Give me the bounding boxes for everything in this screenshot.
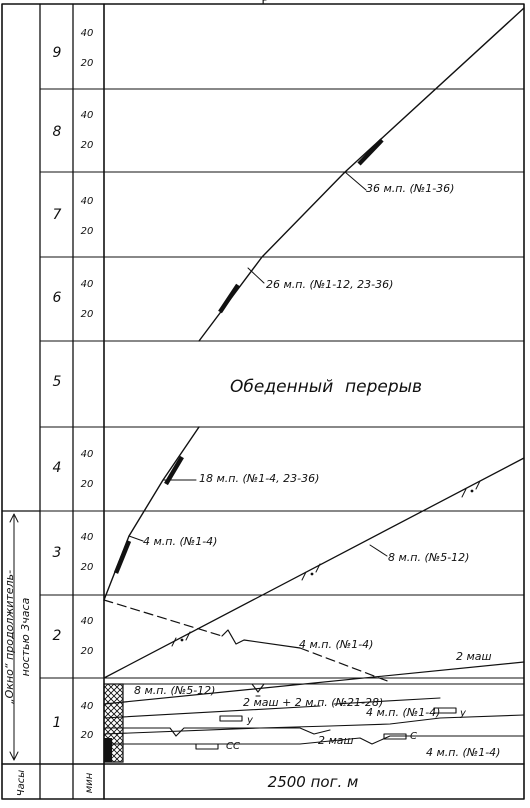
diagonal-tick	[475, 480, 481, 490]
label-2mash-b: 2 маш	[318, 734, 354, 747]
lunch-break-word-1: Обеденный	[230, 377, 333, 397]
hour-label: 8	[53, 124, 62, 140]
combo-line	[103, 697, 441, 719]
label-combo: 2 маш + 2 м.п. (№21-28)	[243, 696, 383, 709]
minute-tick-20: 20	[81, 730, 94, 741]
hour-label: 4	[53, 460, 62, 476]
label-36mp: 36 м.п. (№1-36)	[366, 182, 454, 195]
diagonal-dot	[470, 489, 474, 493]
label-18mp: 18 м.п. (№1-4, 23-36)	[199, 472, 319, 485]
diagonal-tick	[185, 631, 191, 641]
symbol-cc: СС	[226, 741, 240, 752]
machines-line-b	[103, 727, 331, 737]
hour-label: 1	[53, 715, 62, 731]
diagonal-tick	[315, 563, 321, 573]
minute-tick-20: 20	[81, 140, 94, 151]
work-line-lower	[103, 426, 200, 601]
minute-tick-40: 40	[81, 196, 94, 207]
side-note: „Окно“ продолжитель- ностью 3часа	[3, 570, 32, 704]
solid-block	[104, 738, 112, 762]
minute-tick-40: 40	[81, 110, 94, 121]
leader-line	[344, 171, 367, 191]
minute-tick-40: 40	[81, 532, 94, 543]
minutes-column-label: мин	[84, 772, 95, 793]
minute-tick-20: 20	[81, 646, 94, 657]
bottom-line	[103, 714, 525, 735]
work-mark	[218, 283, 240, 314]
dismantle-line-step	[221, 629, 301, 649]
diagonal-marks	[171, 480, 481, 647]
label-bottom-4mp: 4 м.п. (№1-4)	[426, 746, 500, 759]
leader-line	[128, 535, 144, 542]
hour-label: 2	[53, 628, 62, 644]
minute-tick-40: 40	[81, 449, 94, 460]
label-2mash: 2 маш	[456, 650, 492, 663]
machine-symbol	[219, 715, 243, 722]
hour-label: 5	[53, 374, 62, 390]
hour-label: 6	[53, 290, 62, 306]
symbol-u-2: у	[459, 708, 467, 719]
dismantle-line-dashed-b	[299, 647, 391, 683]
work-line-upper	[198, 7, 525, 342]
hour-label: 9	[53, 45, 62, 61]
window-arrow-head-top	[9, 513, 19, 523]
marker-triangle	[251, 683, 265, 697]
label-26mp: 26 м.п. (№1-12, 23-36)	[266, 278, 393, 291]
minute-tick-40: 40	[81, 279, 94, 290]
machine-symbols	[195, 683, 457, 750]
leader-line	[369, 544, 388, 557]
diagonal-tick	[301, 571, 307, 581]
label-combo-4mp: 4 м.п. (№1-4)	[366, 706, 440, 719]
minute-tick-20: 20	[81, 562, 94, 573]
symbol-c: С	[410, 731, 417, 742]
label-8mp: 8 м.п. (№5-12)	[388, 551, 469, 564]
minute-tick-20: 20	[81, 58, 94, 69]
diagonal-dot	[180, 638, 184, 642]
diagonal-tick	[461, 488, 467, 498]
hour-labels: 1 2 3 4 5 6 7 8 9	[53, 45, 62, 731]
leader-line	[247, 267, 265, 284]
label-8mp-block: 8 м.п. (№5-12)	[134, 684, 215, 697]
dismantle-line-dashed-a	[103, 599, 223, 637]
outer-frame	[1, 3, 525, 800]
lunch-break-word-2: перерыв	[345, 377, 422, 397]
symbol-u-1: у	[246, 715, 254, 726]
machine-symbol	[195, 743, 219, 750]
work-mark	[113, 540, 132, 574]
hours-column-label: Часы	[16, 770, 27, 796]
minute-tick-20: 20	[81, 309, 94, 320]
machines-line	[103, 661, 525, 705]
machine-symbol	[433, 707, 457, 714]
minute-tick-40: 40	[81, 701, 94, 712]
line-labels: 36 м.п. (№1-36) 26 м.п. (№1-12, 23-36) 1…	[134, 182, 500, 759]
label-4mp: 4 м.п. (№1-4)	[143, 535, 217, 548]
hour-label: 3	[53, 545, 62, 561]
minute-tick-40: 40	[81, 616, 94, 627]
lowest-line	[103, 735, 525, 745]
minute-tick-40: 40	[81, 28, 94, 39]
side-note-line-2: ностью 3часа	[19, 597, 32, 676]
hour-label: 7	[53, 207, 62, 223]
side-note-line-1: „Окно“ продолжитель-	[3, 570, 16, 704]
window-arrow-head-bottom	[9, 751, 19, 761]
diagonal-tick	[171, 637, 177, 647]
work-mark	[357, 138, 384, 166]
hour-grid	[39, 88, 525, 679]
minute-tick-20: 20	[81, 479, 94, 490]
minute-ticks: 40 20 40 20 40 20 40 20 40 20 40 20 40 2…	[81, 28, 94, 741]
diagonal-dot	[310, 572, 314, 576]
machine-symbol	[383, 733, 407, 740]
minute-tick-20: 20	[81, 226, 94, 237]
label-dismantle-4mp: 4 м.п. (№1-4)	[299, 638, 373, 651]
x-axis-label: 2500 пог. м	[268, 773, 359, 791]
